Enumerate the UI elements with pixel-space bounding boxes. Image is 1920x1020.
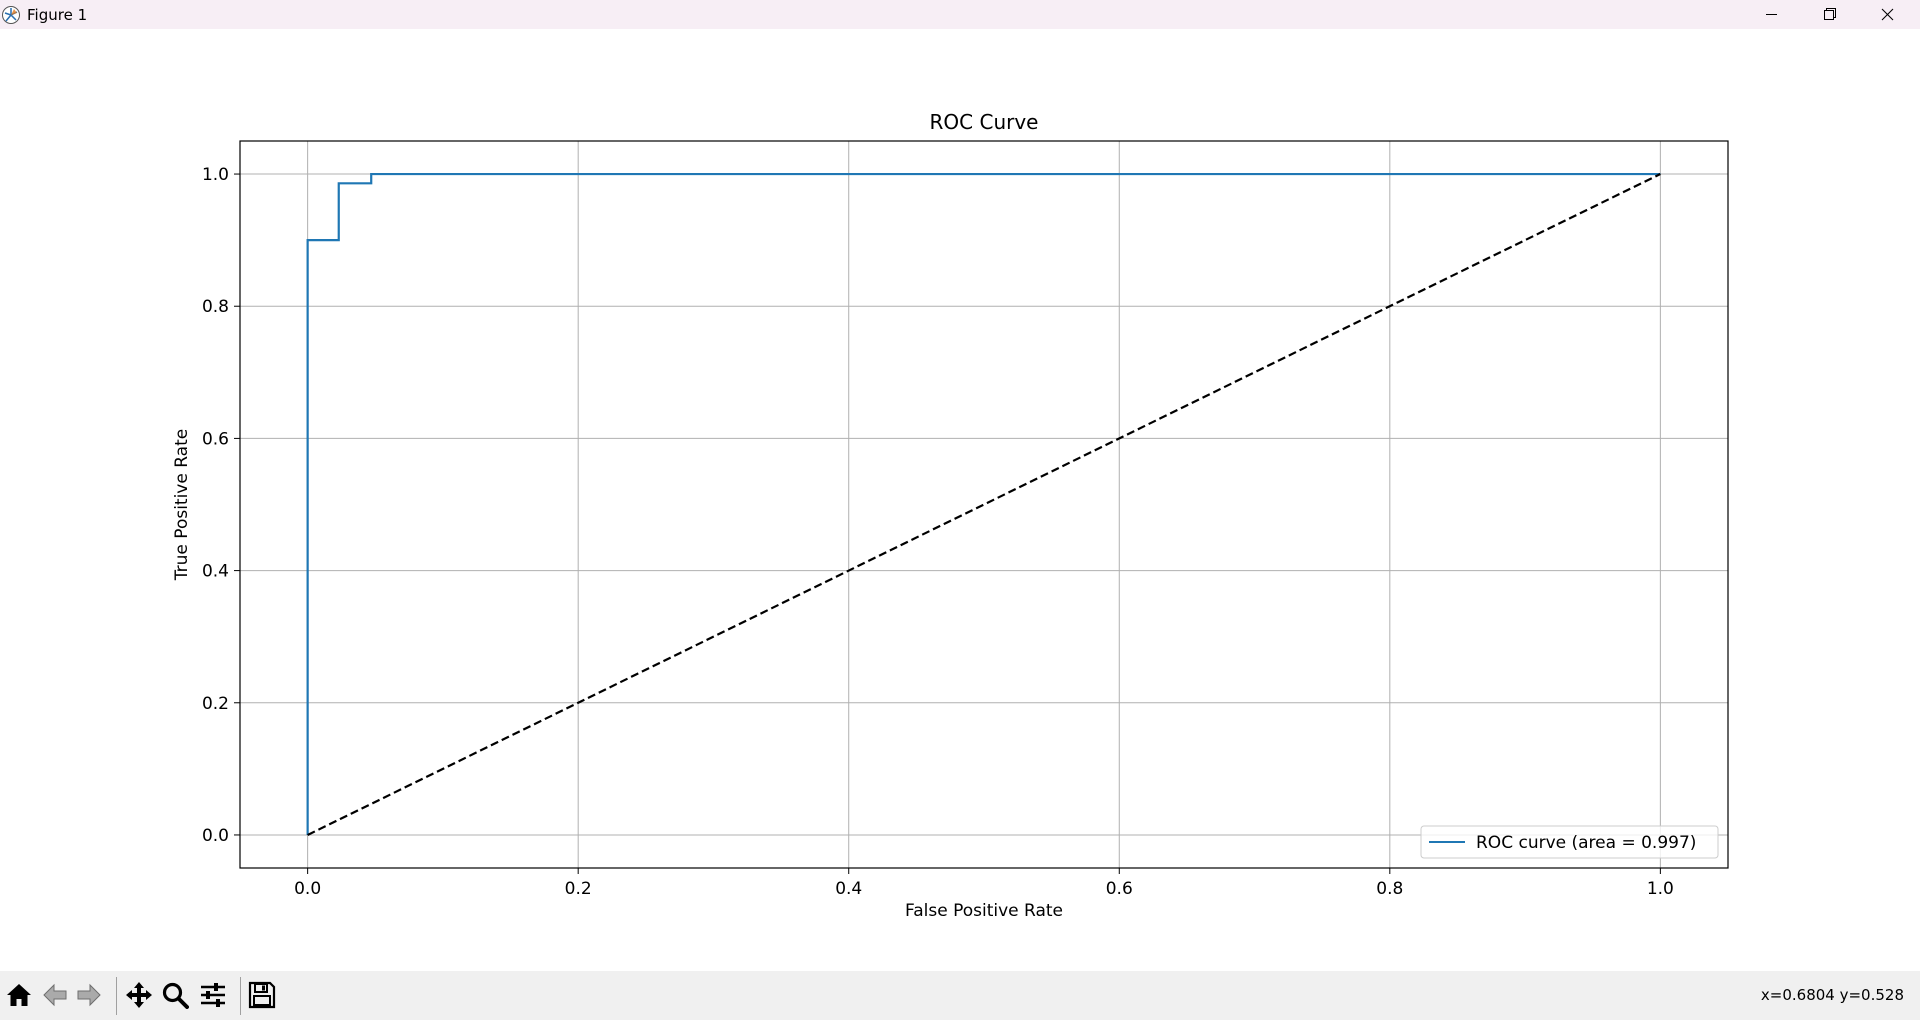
toolbar-separator xyxy=(240,977,241,1015)
save-button[interactable] xyxy=(245,975,279,1015)
y-tick-label: 0.2 xyxy=(202,694,229,714)
roc-chart[interactable]: 0.0 0.2 0.4 0.6 0.8 1.0 0.0 0.2 0.4 0.6 0.8 1.0 ROC… xyxy=(0,29,1920,971)
y-tick-label: 1.0 xyxy=(202,165,229,185)
window-title: Figure 1 xyxy=(27,6,88,24)
series-layer xyxy=(306,172,1661,836)
close-button[interactable] xyxy=(1858,0,1916,29)
close-icon xyxy=(1881,8,1894,21)
save-icon xyxy=(248,981,276,1009)
navigation-toolbar: x=0.6804 y=0.528 xyxy=(0,971,1920,1020)
forward-button[interactable] xyxy=(72,975,106,1015)
y-tick-label: 0.6 xyxy=(202,429,229,449)
x-tick-label: 0.0 xyxy=(294,879,321,899)
minimize-icon xyxy=(1766,14,1777,15)
zoom-button[interactable] xyxy=(158,975,192,1015)
x-axis-label: False Positive Rate xyxy=(905,901,1063,921)
zoom-icon xyxy=(162,982,189,1009)
toolbar-separator xyxy=(116,977,117,1015)
chart-title: ROC Curve xyxy=(930,110,1039,134)
legend-box xyxy=(1420,825,1719,859)
x-tick-label: 0.2 xyxy=(565,879,592,899)
y-tick-label: 0.8 xyxy=(202,297,229,317)
home-icon xyxy=(7,984,31,1006)
configure-subplots-button[interactable] xyxy=(196,975,230,1015)
x-tick-label: 1.0 xyxy=(1647,879,1674,899)
app-logo-icon xyxy=(2,6,20,24)
legend: ROC curve (area = 0.997) xyxy=(1420,825,1719,859)
y-tick-label: 0.0 xyxy=(202,826,229,846)
home-button[interactable] xyxy=(2,975,36,1015)
minimize-button[interactable] xyxy=(1742,0,1800,29)
restore-icon xyxy=(1824,8,1836,20)
pan-icon xyxy=(126,982,152,1008)
legend-label-roc: ROC curve (area = 0.997) xyxy=(1476,833,1696,853)
back-icon xyxy=(43,983,67,1007)
axes-frame xyxy=(239,140,1729,869)
restore-button[interactable] xyxy=(1800,0,1858,29)
figure-canvas[interactable]: 0.0 0.2 0.4 0.6 0.8 1.0 0.0 0.2 0.4 0.6 0.8 1.0 ROC… xyxy=(0,29,1920,971)
configure-subplots-icon xyxy=(201,983,225,1007)
x-tick-label: 0.8 xyxy=(1376,879,1403,899)
window-titlebar: Figure 1 xyxy=(0,0,1920,29)
x-tick-label: 0.6 xyxy=(1106,879,1133,899)
roc-curve-line xyxy=(306,172,1661,835)
pan-button[interactable] xyxy=(122,975,156,1015)
x-tick-label: 0.4 xyxy=(835,879,862,899)
forward-icon xyxy=(77,983,101,1007)
ticks-layer: 0.0 0.2 0.4 0.6 0.8 1.0 0.0 0.2 0.4 0.6 0.8 1.0 xyxy=(202,165,1674,899)
y-axis-label: True Positive Rate xyxy=(172,429,192,581)
diagonal-reference-line xyxy=(307,173,1661,836)
cursor-coordinates: x=0.6804 y=0.528 xyxy=(1760,986,1904,1004)
back-button[interactable] xyxy=(38,975,72,1015)
y-tick-label: 0.4 xyxy=(202,562,229,582)
